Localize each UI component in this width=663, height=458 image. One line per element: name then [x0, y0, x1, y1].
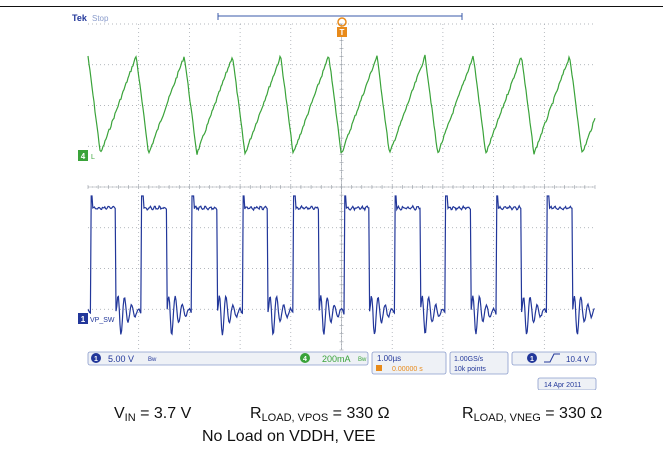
- caption-vin-main: V: [114, 405, 125, 422]
- oscilloscope-screen: Tek Stop T 4 L 1 VP_SW 1 5.00 V Bw 4 200…: [72, 13, 597, 390]
- ch1-bw-indicator: Bw: [148, 357, 157, 363]
- caption-rneg-main: R: [462, 405, 474, 422]
- ch4-badge-label: 4: [303, 356, 307, 363]
- ch4-label: L: [91, 154, 95, 161]
- ch4-ground-marker: 4: [81, 152, 86, 161]
- trigger-position-icon: [337, 17, 347, 27]
- trigger-marker-box: [337, 27, 347, 37]
- top-rule: [0, 6, 663, 7]
- caption-rpos-sub: LOAD, VPOS: [261, 412, 329, 424]
- caption-rload-vpos: RLOAD, VPOS = 330 Ω: [250, 405, 390, 424]
- ch1-switch-node-trace: [87, 195, 595, 336]
- trigger-level-readout: 10.4 V: [566, 355, 590, 364]
- delay-readout: 0.00000 s: [392, 366, 423, 373]
- timebase-panel: [371, 351, 447, 375]
- caption-rpos-value: = 330 Ω: [328, 405, 390, 422]
- ch4-badge: [300, 353, 310, 363]
- delay-marker-box: [376, 365, 382, 371]
- run-state-label: Stop: [92, 14, 109, 23]
- caption-rload-vneg: RLOAD, VNEG = 330 Ω: [462, 405, 602, 424]
- record-length-readout: 10k points: [454, 366, 486, 373]
- trigger-marker: T: [340, 28, 345, 37]
- date-panel: [537, 377, 597, 390]
- acquisition-panel: [449, 351, 509, 375]
- brand-label: Tek: [72, 13, 88, 23]
- ch1-badge: [91, 353, 101, 363]
- ch1-scale: 5.00 V: [108, 354, 134, 364]
- ch1-label: VP_SW: [90, 317, 115, 324]
- ch4-ground-marker-box: [78, 150, 88, 161]
- caption-no-load-note: No Load on VDDH, VEE: [202, 428, 376, 445]
- sample-rate-readout: 1.00GS/s: [454, 356, 484, 363]
- ch-readout-panel: [87, 351, 369, 366]
- ch4-inductor-current-trace: [87, 54, 596, 156]
- caption-rneg-value: = 330 Ω: [540, 405, 603, 422]
- timebase-readout: 1.00µs: [377, 354, 401, 363]
- ch1-badge-label: 1: [94, 356, 98, 363]
- rising-edge-icon: [544, 353, 560, 363]
- caption-rneg-sub: LOAD, VNEG: [473, 412, 541, 424]
- caption-vin-sub: IN: [124, 412, 136, 424]
- graticule: [87, 23, 596, 351]
- caption-vin: VIN = 3.7 V: [114, 405, 191, 424]
- ch1-ground-marker-box: [78, 313, 88, 324]
- ch4-scale: 200mA: [322, 354, 351, 364]
- caption-rpos-main: R: [250, 405, 262, 422]
- trigger-source-label: 1: [530, 356, 534, 363]
- ch1-ground-marker: 1: [81, 315, 86, 324]
- date-readout: 14 Apr 2011: [544, 382, 581, 389]
- caption-vin-value: = 3.7 V: [135, 405, 192, 422]
- trigger-source-badge: [527, 353, 537, 363]
- ch4-bw-indicator: Bw: [358, 357, 367, 363]
